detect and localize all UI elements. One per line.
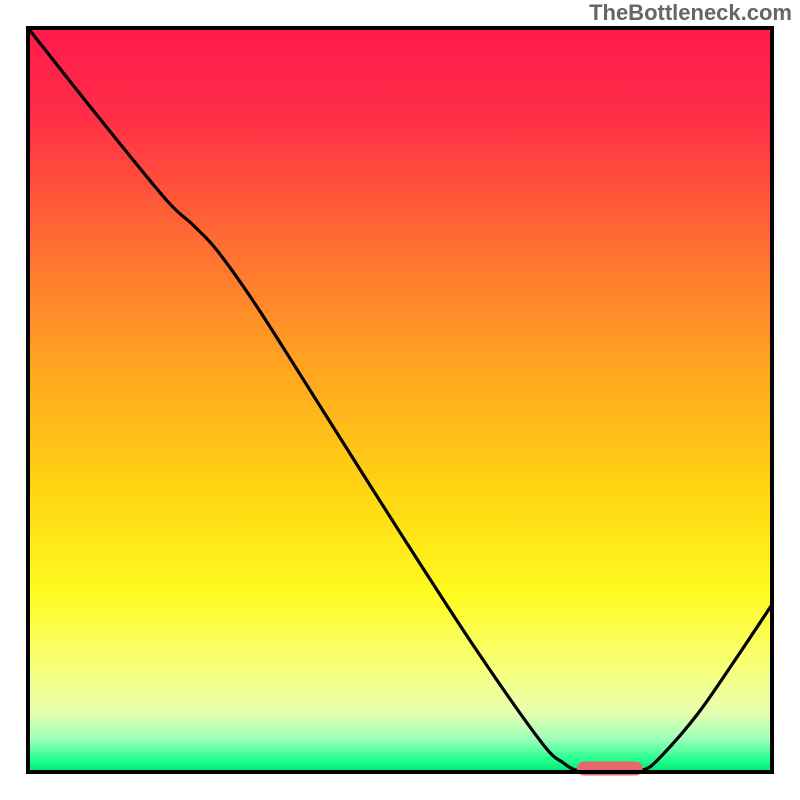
watermark-text: TheBottleneck.com [589, 0, 792, 26]
plot-background-gradient [28, 28, 772, 772]
bottleneck-chart [0, 0, 800, 800]
chart-container: TheBottleneck.com [0, 0, 800, 800]
